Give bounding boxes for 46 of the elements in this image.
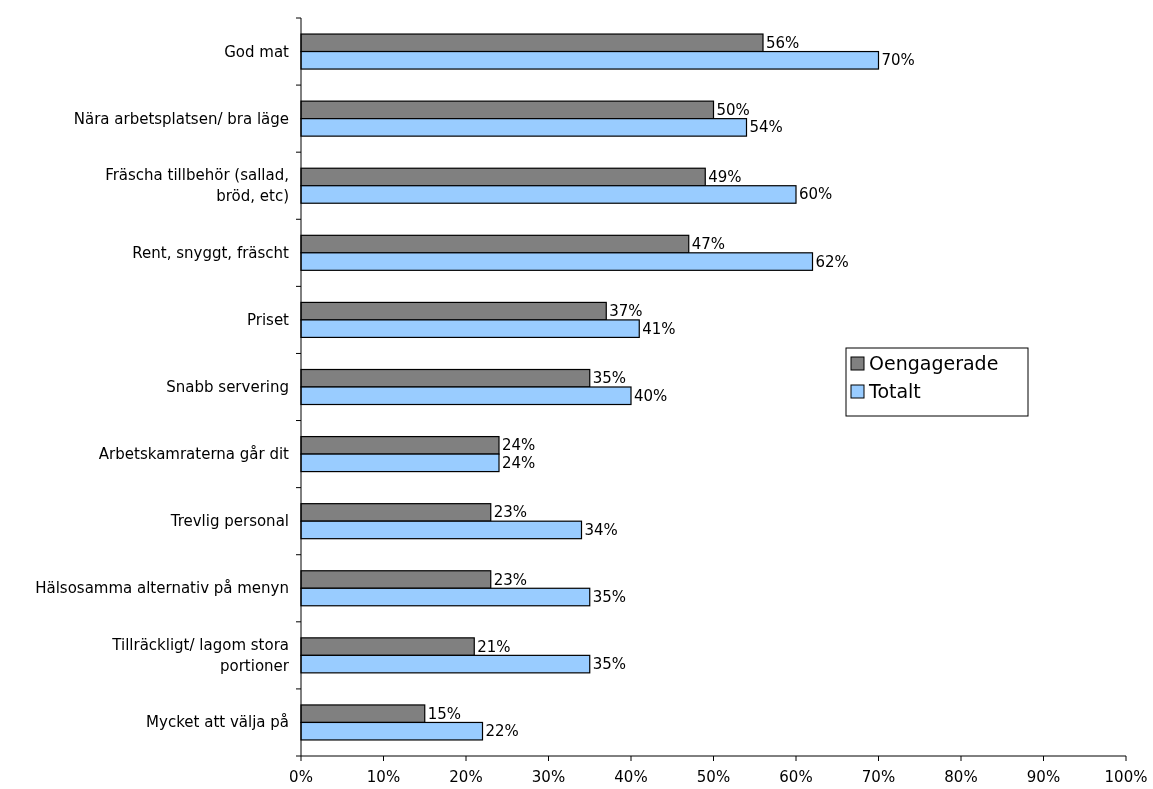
y-tick-label: Fräscha tillbehör (sallad, bröd, etc) <box>105 166 289 206</box>
data-label: 41% <box>642 319 676 338</box>
x-tick-label: 10% <box>366 768 401 786</box>
data-label: 35% <box>592 369 627 388</box>
y-tick-label: God mat <box>224 42 290 61</box>
y-tick-label: Trevlig personal <box>169 512 289 531</box>
data-label: 15% <box>427 704 462 723</box>
data-label: 50% <box>716 100 750 119</box>
data-label: 47% <box>691 235 726 254</box>
legend-label: Totalt <box>868 380 921 402</box>
data-label: 60% <box>799 185 833 204</box>
y-tick-label: Hälsosamma alternativ på menyn <box>35 579 289 598</box>
x-tick-label: 30% <box>531 768 566 786</box>
y-tick-label: Priset <box>246 310 290 329</box>
data-label: 21% <box>477 637 511 656</box>
legend-label: Oengagerade <box>869 352 999 374</box>
data-label: 34% <box>584 520 618 539</box>
data-label: 40% <box>634 386 668 405</box>
y-tick-label: Nära arbetsplatsen/ bra läge <box>73 109 289 128</box>
y-tick-label: Arbetskamraterna går dit <box>98 445 290 464</box>
data-label: 54% <box>749 118 783 137</box>
x-tick-label: 40% <box>614 768 648 786</box>
x-tick-label: 80% <box>944 768 978 786</box>
data-label: 22% <box>485 722 519 741</box>
data-label: 56% <box>766 33 800 52</box>
data-label: 70% <box>881 51 915 70</box>
x-tick-label: 50% <box>696 768 731 786</box>
data-label: 35% <box>592 655 627 674</box>
data-label: 23% <box>493 503 528 522</box>
y-tick-label: Tillräckligt/ lagom stora portioner <box>111 635 290 675</box>
data-label: 62% <box>815 252 849 271</box>
x-tick-label: 60% <box>779 768 813 786</box>
y-tick-label: Snabb servering <box>166 378 289 396</box>
data-label: 23% <box>493 570 528 589</box>
data-label: 24% <box>502 436 536 455</box>
x-tick-label: 0% <box>289 768 313 786</box>
data-label: 24% <box>502 453 536 472</box>
data-label: 49% <box>708 167 742 186</box>
data-label: 37% <box>609 302 643 321</box>
y-tick-label: Mycket att välja på <box>146 713 289 732</box>
x-tick-label: 100% <box>1104 768 1148 786</box>
y-tick-label: Rent, snyggt, fräscht <box>132 243 290 262</box>
data-label: 35% <box>592 588 627 607</box>
x-tick-label: 20% <box>449 768 483 786</box>
x-tick-label: 70% <box>861 768 896 786</box>
x-tick-label: 90% <box>1026 768 1061 786</box>
